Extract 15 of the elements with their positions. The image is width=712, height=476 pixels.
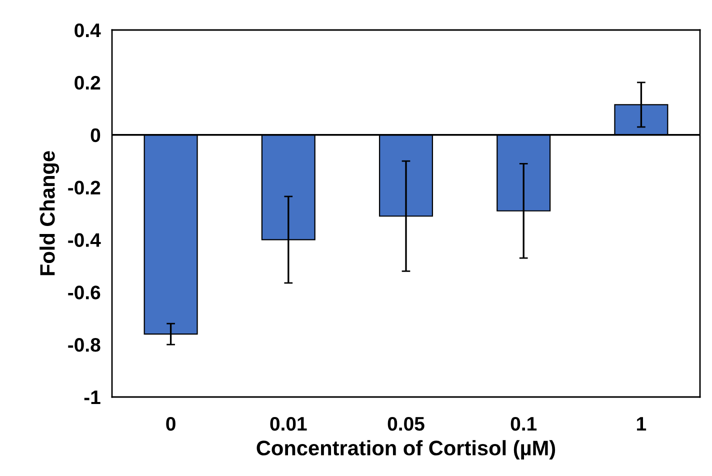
x-tick-label: 0.05 xyxy=(388,416,424,431)
x-tick-label: 0 xyxy=(166,416,176,431)
y-tick-label: 0.2 xyxy=(74,76,100,90)
x-tick-label: 1 xyxy=(637,417,646,431)
y-tick-label: -1 xyxy=(84,390,100,404)
y-tick-label: -0.8 xyxy=(68,338,100,352)
y-tick-label: 0.4 xyxy=(74,23,101,38)
x-tick-label: 0.1 xyxy=(510,416,537,431)
y-tick-label: -0.6 xyxy=(68,286,100,300)
y-tick-label: 0 xyxy=(90,128,100,142)
y-tick-label: -0.4 xyxy=(68,233,101,247)
y-axis-title: Fold Change xyxy=(40,151,60,276)
x-tick-label: 0.01 xyxy=(270,416,307,431)
y-tick-label: -0.2 xyxy=(68,180,100,195)
x-axis-title: Concentration of Cortisol (µM) xyxy=(256,440,556,460)
